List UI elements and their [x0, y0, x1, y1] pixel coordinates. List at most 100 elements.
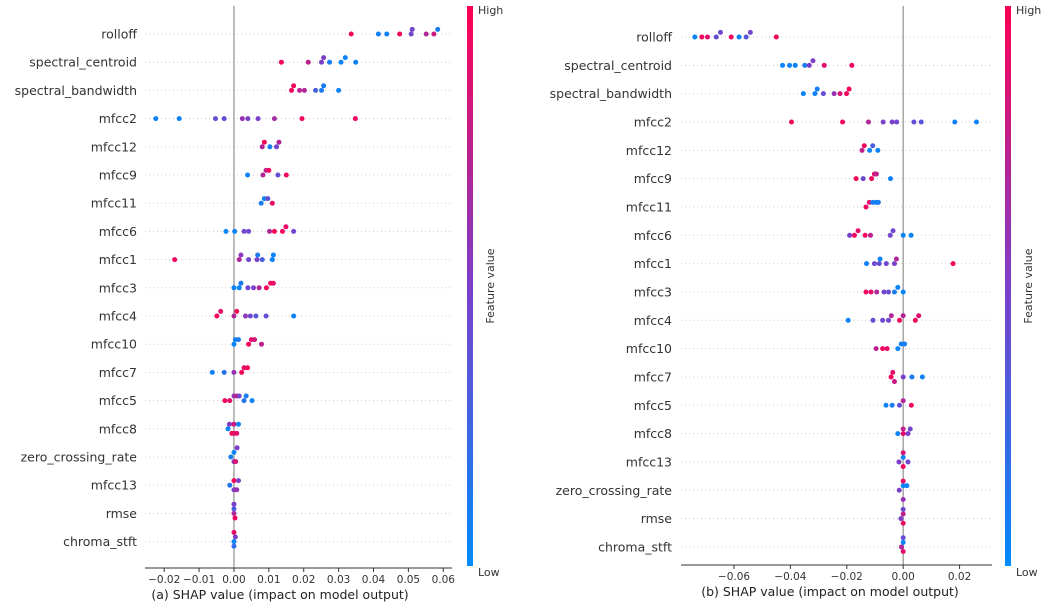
- data-point: [853, 176, 859, 182]
- data-point: [223, 228, 229, 234]
- data-point: [423, 31, 429, 37]
- data-point: [867, 147, 873, 153]
- data-point: [221, 116, 227, 122]
- data-point: [870, 317, 876, 323]
- data-point: [728, 34, 734, 40]
- data-point: [884, 346, 890, 352]
- data-point: [267, 144, 273, 150]
- data-point: [327, 59, 333, 65]
- data-point: [873, 171, 879, 177]
- data-point: [897, 317, 903, 323]
- data-point: [228, 454, 234, 460]
- feature-label: mfcc2: [99, 111, 137, 126]
- data-point: [812, 91, 818, 97]
- feature-label: mfcc5: [634, 398, 672, 413]
- data-point: [863, 204, 869, 210]
- data-point: [267, 228, 273, 234]
- data-point: [880, 346, 886, 352]
- data-point: [868, 289, 874, 295]
- feature-label: mfcc4: [634, 313, 672, 328]
- data-point: [894, 119, 900, 125]
- data-point: [338, 59, 344, 65]
- data-point: [431, 31, 437, 37]
- data-point: [259, 341, 265, 347]
- data-point: [875, 199, 881, 205]
- data-point: [900, 506, 906, 512]
- data-point: [321, 83, 327, 89]
- data-point: [231, 506, 237, 512]
- data-point: [409, 26, 415, 32]
- data-point: [291, 83, 297, 89]
- data-point: [900, 520, 906, 526]
- data-point: [278, 59, 284, 65]
- data-point: [313, 87, 319, 93]
- data-point: [270, 252, 276, 258]
- data-point: [301, 87, 307, 93]
- data-point: [397, 31, 403, 37]
- data-point: [243, 393, 249, 399]
- data-point: [900, 496, 906, 502]
- data-point: [245, 365, 251, 371]
- data-point: [900, 289, 906, 295]
- data-point: [254, 257, 260, 263]
- data-point: [900, 539, 906, 545]
- feature-label: mfcc6: [99, 224, 137, 239]
- data-point: [900, 511, 906, 517]
- data-point: [950, 261, 956, 267]
- feature-label: mfcc3: [99, 280, 137, 295]
- data-point: [176, 116, 182, 122]
- data-point: [864, 261, 870, 267]
- data-point: [214, 313, 220, 319]
- data-point: [890, 228, 896, 234]
- feature-label: mfcc6: [634, 228, 672, 243]
- data-point: [234, 308, 240, 314]
- feature-label: rmse: [106, 506, 138, 521]
- data-point: [234, 487, 240, 493]
- data-point: [871, 261, 877, 267]
- data-point: [851, 232, 857, 238]
- data-point: [336, 87, 342, 93]
- data-point: [375, 31, 381, 37]
- data-point: [800, 91, 806, 97]
- data-point: [209, 369, 215, 375]
- data-point: [241, 365, 247, 371]
- data-point: [895, 431, 901, 437]
- data-point: [699, 34, 705, 40]
- data-point: [886, 317, 892, 323]
- data-point: [276, 139, 282, 145]
- data-point: [172, 257, 178, 263]
- data-point: [900, 535, 906, 541]
- data-point: [862, 232, 868, 238]
- feature-label: mfcc12: [91, 139, 137, 154]
- feature-label: spectral_bandwidth: [15, 83, 137, 98]
- data-point: [235, 478, 241, 484]
- data-point: [231, 501, 237, 507]
- data-point: [859, 147, 865, 153]
- data-point: [231, 478, 237, 484]
- data-point: [875, 147, 881, 153]
- data-point: [225, 426, 231, 432]
- x-tick-label: 0.02: [948, 571, 971, 583]
- x-tick-label: 0.03: [327, 574, 350, 586]
- data-point: [235, 421, 241, 427]
- x-axis-title: (a) SHAP value (impact on model output): [151, 587, 408, 602]
- data-point: [736, 34, 742, 40]
- data-point: [232, 515, 238, 521]
- colorbar: [1005, 6, 1011, 566]
- data-point: [891, 261, 897, 267]
- feature-label: rolloff: [101, 27, 137, 42]
- data-point: [855, 228, 861, 234]
- data-point: [692, 34, 698, 40]
- feature-label: mfcc1: [99, 252, 137, 267]
- data-point: [319, 87, 325, 93]
- data-point: [869, 176, 875, 182]
- data-point: [234, 445, 240, 451]
- data-point: [259, 144, 265, 150]
- data-point: [900, 454, 906, 460]
- data-point: [252, 337, 258, 343]
- data-point: [900, 313, 906, 319]
- feature-label: mfcc3: [634, 284, 672, 299]
- data-point: [319, 59, 325, 65]
- data-point: [717, 29, 723, 35]
- data-point: [847, 232, 853, 238]
